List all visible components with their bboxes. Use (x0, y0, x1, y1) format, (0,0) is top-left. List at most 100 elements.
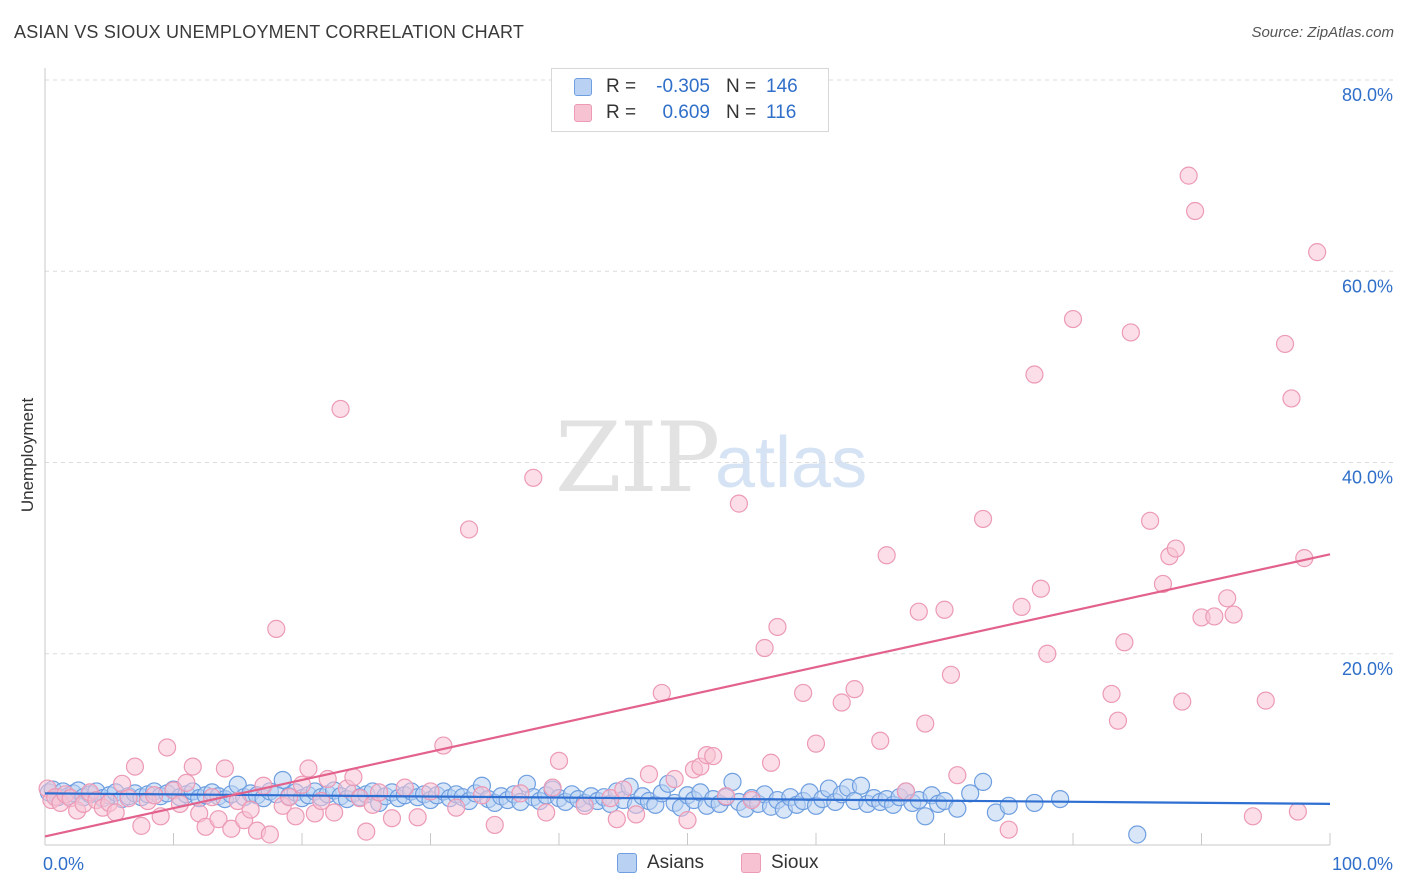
sioux-point (325, 803, 344, 822)
sioux-point (1275, 334, 1295, 354)
sioux-point (177, 773, 196, 792)
sioux-point (1179, 166, 1198, 185)
sioux-point (106, 803, 125, 822)
source-label: Source: ZipAtlas.com (1251, 24, 1394, 41)
y-tick-label: 20.0% (1342, 659, 1393, 679)
asians-point (916, 807, 935, 826)
sioux-point (1243, 807, 1263, 826)
sioux-point (254, 776, 273, 795)
sioux-point (228, 791, 247, 811)
y-tick-label: 40.0% (1342, 468, 1393, 488)
bottom-asians-swatch (617, 853, 637, 873)
sioux-point (896, 782, 916, 801)
sioux-point (286, 807, 305, 826)
asians-r-label: R = (606, 76, 637, 97)
bottom-sioux-label: Sioux (771, 852, 819, 873)
asians-point (851, 776, 871, 795)
tick-labels: 20.0% 40.0% 60.0% 80.0% 0.0% 100.0% (43, 85, 1393, 874)
sioux-point (877, 546, 896, 565)
sioux-point (1173, 692, 1192, 711)
sioux-point (1256, 691, 1275, 710)
sioux-point (999, 820, 1018, 839)
sioux-point (408, 808, 427, 827)
sioux-point (761, 753, 781, 772)
sioux-point (941, 665, 961, 684)
asians-point (973, 772, 993, 791)
sioux-point (716, 787, 736, 806)
sioux-point (370, 783, 389, 802)
sioux-point (312, 791, 331, 811)
sioux-point (280, 788, 299, 807)
sioux-point (729, 494, 749, 513)
sioux-point (1025, 365, 1044, 384)
legend-row-asians: R = -0.305 N = 146 (574, 75, 798, 99)
sioux-point (935, 600, 954, 619)
asians-r-value: -0.305 (656, 76, 710, 97)
sioux-point (119, 789, 138, 808)
x-tick-label-min: 0.0% (43, 854, 84, 874)
asians-trend-line (44, 792, 1331, 805)
asians-point (1051, 789, 1070, 809)
sioux-point (215, 759, 234, 778)
sioux-point (845, 680, 864, 699)
bottom-legend-asians: Asians (617, 852, 704, 874)
asians-swatch (574, 78, 592, 96)
sioux-point (1031, 579, 1050, 598)
sioux-point (299, 759, 318, 778)
sioux-point (537, 803, 556, 822)
trend-lines (44, 553, 1331, 838)
bottom-asians-label: Asians (647, 852, 705, 873)
sioux-point (183, 757, 202, 776)
bottom-legend-sioux: Sioux (741, 852, 819, 874)
sioux-point (832, 693, 851, 712)
sioux-point (382, 809, 402, 828)
watermark-zip: ZIP (555, 402, 720, 514)
sioux-point (626, 805, 646, 824)
sioux-trend-line (44, 553, 1331, 838)
sioux-r-label: R = (606, 102, 637, 123)
y-tick-label: 80.0% (1342, 85, 1393, 105)
sioux-point (768, 617, 787, 637)
sioux-n-label: N = (726, 102, 757, 123)
sioux-point (1224, 605, 1243, 624)
sioux-point (267, 619, 286, 638)
sioux-point (357, 822, 376, 841)
sioux-point (1218, 589, 1237, 608)
sioux-point (447, 798, 466, 817)
sioux-point (916, 714, 935, 733)
sioux-point (665, 769, 684, 789)
sioux-point (543, 778, 562, 797)
sioux-point (948, 766, 967, 785)
sioux-point (1108, 711, 1128, 730)
sioux-point (331, 399, 350, 419)
asians-point (1025, 793, 1044, 813)
sioux-point (209, 810, 228, 829)
sioux-point (485, 815, 504, 835)
sioux-point (704, 746, 723, 766)
sioux-points (38, 166, 1327, 844)
sioux-point (1205, 607, 1224, 626)
axes (44, 68, 1331, 846)
sioux-point (459, 520, 479, 539)
sioux-point (1012, 597, 1031, 616)
sioux-point (125, 757, 145, 776)
legend-row-sioux: R = 0.609 N = 116 (574, 101, 796, 125)
sioux-point (794, 683, 813, 703)
correlation-legend: R = -0.305 N = 146 R = 0.609 N = 116 (551, 68, 829, 132)
sioux-point (344, 768, 363, 787)
sioux-point (1038, 644, 1057, 663)
sioux-point (260, 825, 279, 844)
sioux-point (1166, 539, 1185, 558)
sioux-point (1063, 309, 1083, 329)
x-tick-label-max: 100.0% (1332, 854, 1393, 874)
sioux-point (511, 784, 530, 803)
chart-title: ASIAN VS SIOUX UNEMPLOYMENT CORRELATION … (14, 22, 525, 42)
asians-point (999, 796, 1018, 815)
y-axis-label: Unemployment (18, 397, 37, 513)
sioux-point (524, 468, 543, 487)
sioux-point (1153, 574, 1173, 594)
asians-point (948, 799, 967, 818)
sioux-point (434, 736, 453, 755)
sioux-point (806, 734, 826, 753)
